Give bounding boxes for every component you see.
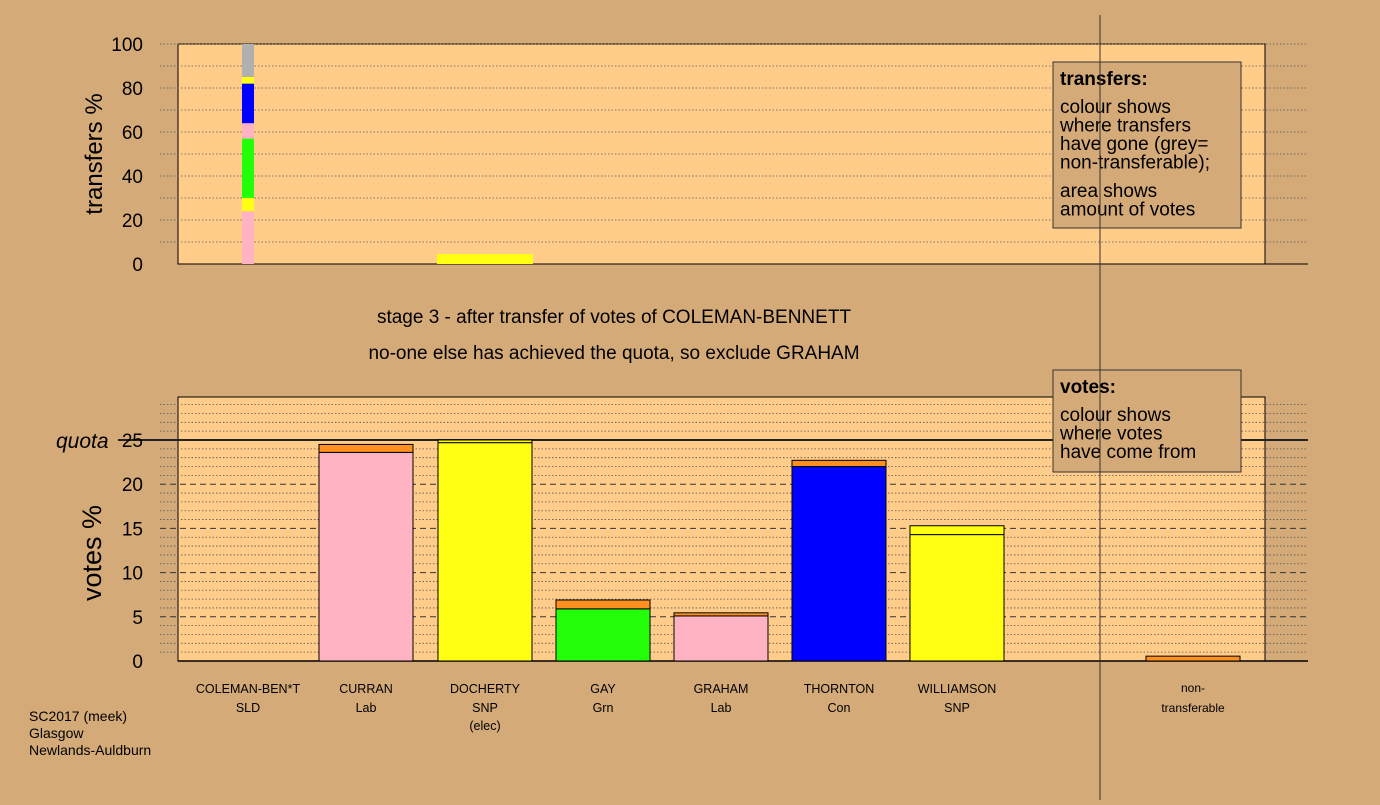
vote-bar-williamson: [909, 534, 1005, 662]
transfer-received-bar: [437, 254, 533, 264]
votes-ytick-label: 5: [132, 608, 143, 629]
candidate-name-label: CURRAN: [339, 682, 392, 696]
votes-ylabel: votes %: [77, 505, 107, 601]
stage-exclusion-note: no-one else has achieved the quota, so e…: [368, 343, 859, 364]
vote-bar-curran: [318, 451, 414, 662]
votes-ytick-label: 20: [122, 475, 143, 496]
votes-ytick-label: 15: [122, 519, 143, 540]
vote-bar-transfer-williamson: [909, 525, 1005, 536]
candidate-party-label: SNP: [944, 701, 970, 715]
vote-bar-transfer-gay: [555, 599, 651, 610]
nontransferable-bar: [1145, 655, 1241, 662]
votes-legend-line: have come from: [1060, 442, 1196, 463]
transfer-source-segment: [242, 77, 254, 84]
candidate-party-label: Lab: [356, 701, 377, 715]
votes-legend-line: where votes: [1059, 424, 1162, 445]
transfer-source-segment: [242, 198, 254, 212]
votes-ytick-label: 10: [122, 564, 143, 585]
transfers-legend-line: have gone (grey=: [1060, 134, 1208, 155]
candidate-status-label: (elec): [469, 719, 500, 733]
transfers-ytick-label: 0: [132, 255, 143, 276]
vote-bar-transfer-curran: [318, 443, 414, 453]
transfer-source-segment: [242, 83, 254, 124]
transfer-source-segment: [242, 138, 254, 198]
vote-bar-thornton: [791, 466, 887, 662]
candidate-name-label: DOCHERTY: [450, 682, 521, 696]
stage-description: stage 3 - after transfer of votes of COL…: [377, 307, 851, 328]
footer-line: Newlands-Auldburn: [29, 742, 151, 758]
votes-legend-box: [1052, 369, 1242, 473]
transfers-ytick-label: 100: [111, 35, 143, 56]
transfer-source-segment: [242, 211, 254, 264]
votes-legend-line: colour shows: [1060, 405, 1171, 426]
transfer-source-segment: [242, 44, 254, 77]
vote-bar-transfer-docherty: [437, 439, 533, 444]
transfers-ytick-label: 40: [122, 167, 143, 188]
candidate-party-label: Con: [828, 701, 851, 715]
candidate-name-label: GRAHAM: [694, 682, 749, 696]
vote-bar-transfer-graham: [673, 612, 769, 617]
candidate-party-label: Grn: [593, 701, 614, 715]
votes-ytick-label: 0: [132, 652, 143, 673]
candidate-party-label: Lab: [711, 701, 732, 715]
transfers-ytick-label: 60: [122, 123, 143, 144]
nontransferable-label: non-: [1181, 681, 1205, 695]
transfers-legend-line: where transfers: [1059, 116, 1191, 137]
transfers-legend-line: amount of votes: [1060, 200, 1195, 221]
candidate-party-label: SNP: [472, 701, 498, 715]
candidate-name-label: WILLIAMSON: [918, 682, 997, 696]
transfers-ytick-label: 80: [122, 79, 143, 100]
transfers-legend-line: colour shows: [1060, 97, 1171, 118]
candidate-party-label: SLD: [236, 701, 260, 715]
footer-line: SC2017 (meek): [29, 708, 127, 724]
transfers-legend-title: transfers:: [1060, 69, 1148, 90]
transfers-legend-box: [1052, 61, 1242, 229]
vote-bar-docherty: [437, 442, 533, 662]
transfers-legend-line: area shows: [1060, 181, 1157, 202]
transfer-source-segment: [242, 123, 254, 139]
transfers-ylabel: transfers %: [81, 93, 108, 214]
vote-bar-transfer-thornton: [791, 459, 887, 468]
transfers-ytick-label: 20: [122, 211, 143, 232]
transfers-legend-line: non-transferable);: [1060, 153, 1210, 174]
candidate-name-label: THORNTON: [804, 682, 875, 696]
nontransferable-label: transferable: [1161, 701, 1225, 715]
vote-bar-graham: [673, 615, 769, 662]
quota-label: quota: [56, 430, 109, 453]
votes-ytick-label: 25: [122, 431, 143, 452]
candidate-name-label: GAY: [590, 682, 616, 696]
candidate-name-label: COLEMAN-BEN*T: [196, 682, 301, 696]
vote-bar-gay: [555, 608, 651, 662]
footer-line: Glasgow: [29, 725, 84, 741]
votes-legend-title: votes:: [1060, 377, 1116, 398]
